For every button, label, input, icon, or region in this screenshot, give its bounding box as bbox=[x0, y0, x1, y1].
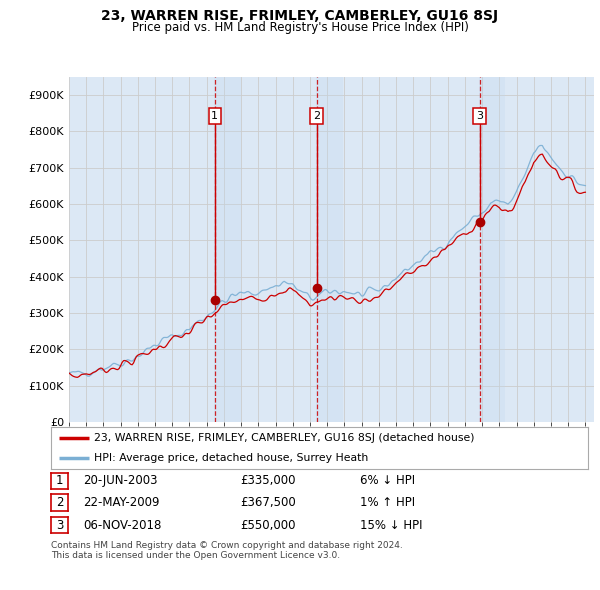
Bar bbox=[479, 77, 505, 422]
Text: 2: 2 bbox=[56, 496, 63, 509]
Text: Price paid vs. HM Land Registry's House Price Index (HPI): Price paid vs. HM Land Registry's House … bbox=[131, 21, 469, 34]
Text: 2: 2 bbox=[313, 111, 320, 121]
Text: £367,500: £367,500 bbox=[240, 496, 296, 509]
Bar bbox=[214, 77, 241, 422]
Text: £550,000: £550,000 bbox=[240, 519, 296, 532]
Text: 23, WARREN RISE, FRIMLEY, CAMBERLEY, GU16 8SJ (detached house): 23, WARREN RISE, FRIMLEY, CAMBERLEY, GU1… bbox=[94, 433, 475, 443]
Text: 23, WARREN RISE, FRIMLEY, CAMBERLEY, GU16 8SJ: 23, WARREN RISE, FRIMLEY, CAMBERLEY, GU1… bbox=[101, 9, 499, 24]
Text: 20-JUN-2003: 20-JUN-2003 bbox=[83, 474, 157, 487]
Text: 3: 3 bbox=[56, 519, 63, 532]
Text: This data is licensed under the Open Government Licence v3.0.: This data is licensed under the Open Gov… bbox=[51, 552, 340, 560]
Text: 6% ↓ HPI: 6% ↓ HPI bbox=[360, 474, 415, 487]
Text: HPI: Average price, detached house, Surrey Heath: HPI: Average price, detached house, Surr… bbox=[94, 454, 368, 463]
Text: 1% ↑ HPI: 1% ↑ HPI bbox=[360, 496, 415, 509]
Text: 15% ↓ HPI: 15% ↓ HPI bbox=[360, 519, 422, 532]
Text: Contains HM Land Registry data © Crown copyright and database right 2024.: Contains HM Land Registry data © Crown c… bbox=[51, 541, 403, 550]
Text: 1: 1 bbox=[211, 111, 218, 121]
Text: 06-NOV-2018: 06-NOV-2018 bbox=[83, 519, 161, 532]
Text: 1: 1 bbox=[56, 474, 63, 487]
Text: £335,000: £335,000 bbox=[240, 474, 296, 487]
Text: 22-MAY-2009: 22-MAY-2009 bbox=[83, 496, 160, 509]
Bar bbox=[316, 77, 343, 422]
Text: 3: 3 bbox=[476, 111, 483, 121]
